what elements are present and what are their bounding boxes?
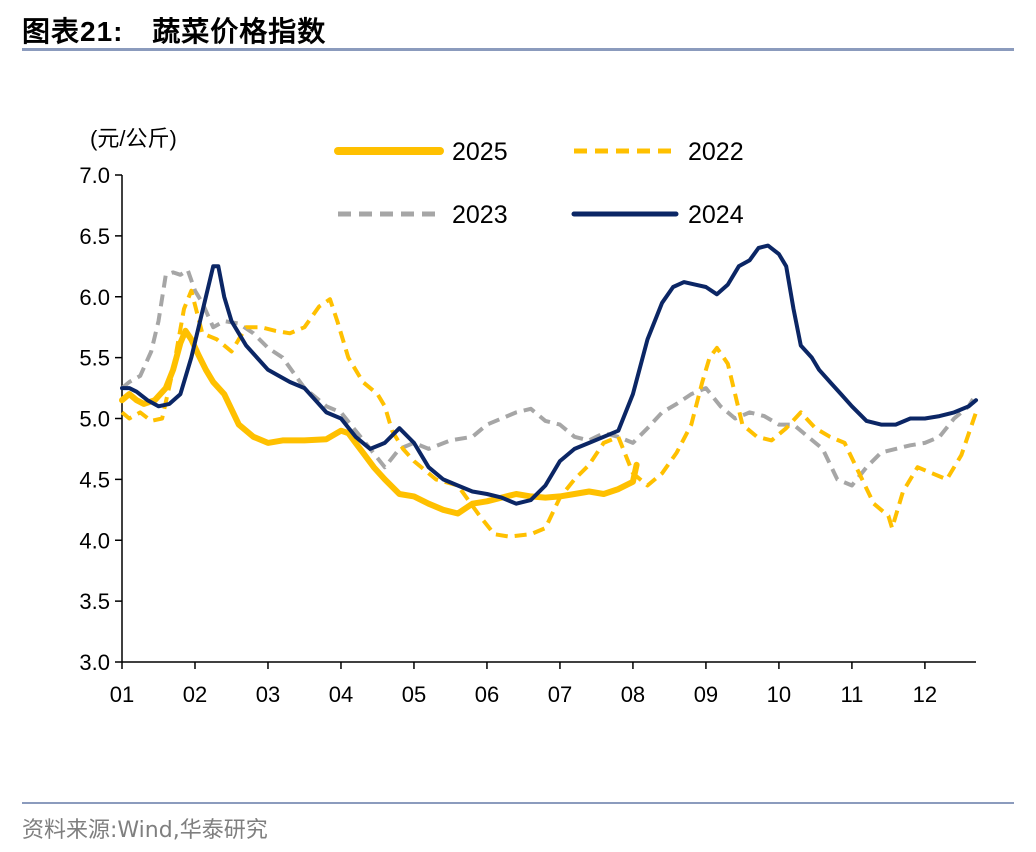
x-tick-label: 03 — [256, 682, 280, 707]
y-tick-label: 3.5 — [79, 589, 110, 614]
x-tick-label: 07 — [548, 682, 572, 707]
x-tick-label: 04 — [329, 682, 353, 707]
series-line-2024 — [120, 243, 978, 506]
x-tick-label: 01 — [110, 682, 134, 707]
y-tick-label: 4.5 — [79, 467, 110, 492]
y-tick-label: 6.5 — [79, 224, 110, 249]
series-line-2025 — [119, 327, 640, 517]
series-layer — [119, 243, 978, 539]
footer-divider — [22, 802, 1014, 804]
y-axis-label: (元/公斤) — [90, 126, 177, 151]
figure-title-prefix: 图表 — [22, 15, 81, 48]
x-tick-label: 02 — [183, 682, 207, 707]
y-tick-label: 7.0 — [79, 163, 110, 188]
y-tick-label: 5.5 — [79, 346, 110, 371]
series-line-2023 — [120, 268, 978, 488]
x-tick-label: 09 — [694, 682, 718, 707]
axes: 3.0 3.5 4.0 4.5 5.0 5.5 6.0 6.5 7.0 01 02 03 04 05 06 0… — [79, 163, 976, 707]
legend: 2025 2022 2023 2024 — [334, 138, 744, 229]
legend-label-2023: 2023 — [452, 201, 508, 229]
legend-label-2024: 2024 — [688, 201, 744, 229]
legend-label-2025: 2025 — [452, 138, 508, 166]
x-tick-label: 11 — [840, 682, 863, 707]
y-tick-label: 4.0 — [79, 528, 110, 553]
figure-title: 图表21: 蔬菜价格指数 — [22, 10, 326, 50]
x-tick-label: 12 — [913, 682, 937, 707]
title-divider — [22, 48, 1014, 51]
x-tick-label: 05 — [402, 682, 426, 707]
x-tick-label: 06 — [475, 682, 499, 707]
vegetable-price-chart: (元/公斤) 3.0 3.5 4.0 4.5 5.0 5.5 6.0 6.5 7.0 01 02 03… — [79, 126, 978, 707]
y-tick-label: 5.0 — [79, 407, 110, 432]
source-note: 资料来源:Wind,华泰研究 — [22, 818, 268, 843]
figure-title-text: 蔬菜价格指数 — [152, 15, 327, 48]
legend-label-2022: 2022 — [688, 138, 744, 166]
x-tick-label: 10 — [767, 682, 791, 707]
y-tick-label: 6.0 — [79, 285, 110, 310]
y-tick-label: 3.0 — [79, 650, 110, 675]
x-tick-label: 08 — [621, 682, 645, 707]
figure-title-number: 21: — [80, 16, 124, 47]
